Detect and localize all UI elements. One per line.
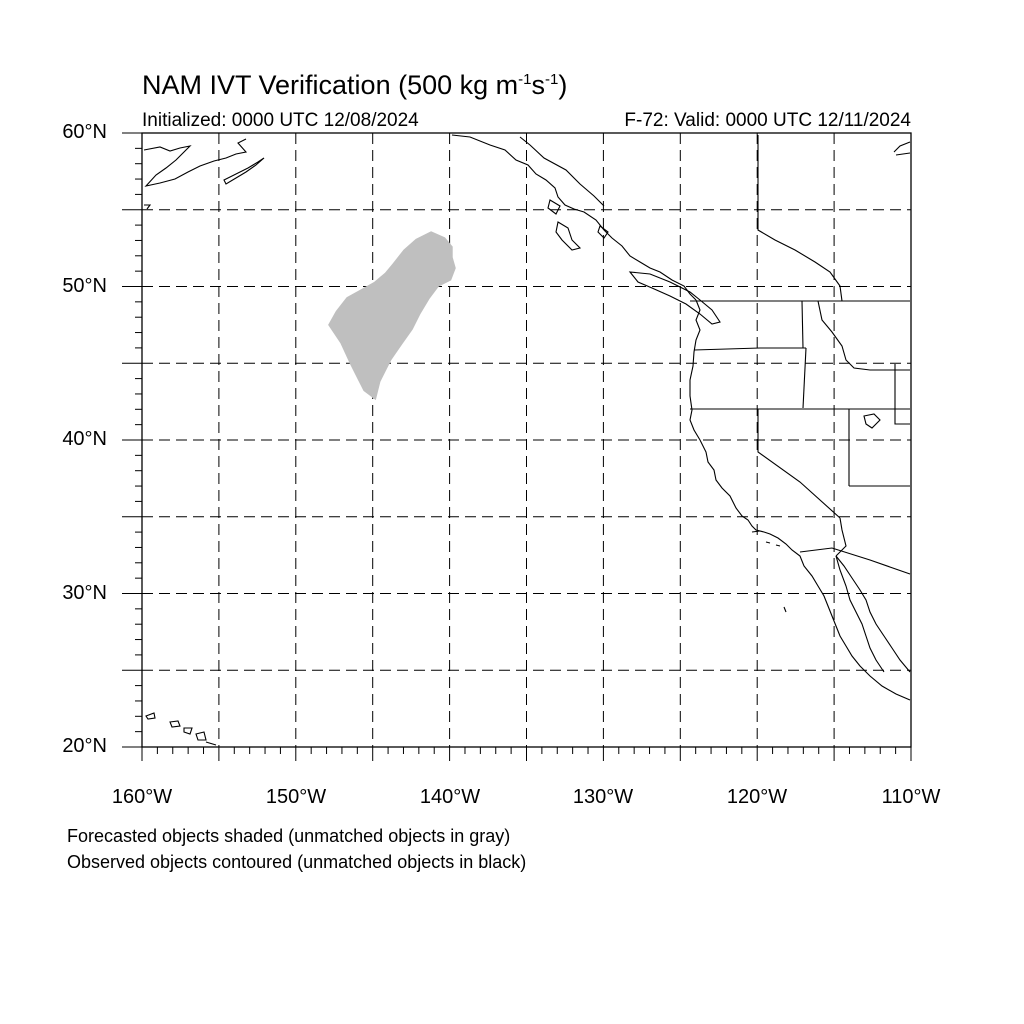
coastline-hawaii [145,712,217,746]
border-california-nevada [757,409,841,519]
border-oregon-idaho [802,347,807,409]
lon-label-160w: 160°W [111,786,173,808]
coastline-gulf-of-california [835,555,911,673]
legend-forecast-note: Forecasted objects shaded (unmatched obj… [67,826,511,846]
lon-label-140w: 140°W [419,786,481,808]
legend-observed-note: Observed objects contoured (unmatched ob… [67,852,527,872]
lon-label-130w: 130°W [572,786,634,808]
coastline-kodiak [223,157,265,185]
map-frame [141,132,912,748]
coastline-north-alaska [144,204,152,210]
coastline-baja-east [835,555,885,673]
lon-label-150w: 150°W [265,786,327,808]
lat-label-50n: 50°N [62,275,107,297]
lon-label-120w: 120°W [726,786,788,808]
forecast-object-unmatched [328,231,456,401]
gridlines [142,133,911,747]
border-us-mexico [799,547,911,575]
forecast-objects [328,231,456,401]
coastline-alaska-peninsula [143,138,248,187]
border-washington-idaho [801,300,804,349]
border-canada-bc-alberta [757,135,843,302]
border-idaho-montana [817,300,910,371]
lat-label-20n: 20°N [62,735,107,757]
coastline-vancouver-island [628,271,721,325]
coastline-us-west [689,299,911,701]
lat-label-30n: 30°N [62,582,107,604]
coastline-bc-islands [547,199,609,251]
coastline-hudson-area [893,141,911,156]
lat-label-60n: 60°N [62,121,107,143]
border-montana-wyoming [894,364,910,425]
border-alaska-canada [519,136,605,207]
coastline-alaska-panhandle [451,134,697,301]
coastline-channel-islands [751,530,781,547]
coastline-guadalupe-island [783,606,787,613]
coastlines-and-borders [143,134,911,746]
axis-ticks [122,132,912,761]
valid-time: F-72: Valid: 0000 UTC 12/11/2024 [624,110,911,131]
coastline-great-salt-lake [863,413,881,429]
initialized-time: Initialized: 0000 UTC 12/08/2024 [142,110,419,131]
lon-label-110w: 110°W [881,786,941,808]
border-washington-oregon [693,347,806,351]
map-title: NAM IVT Verification (500 kg m-1s-1) [142,70,568,100]
lat-label-40n: 40°N [62,428,107,450]
